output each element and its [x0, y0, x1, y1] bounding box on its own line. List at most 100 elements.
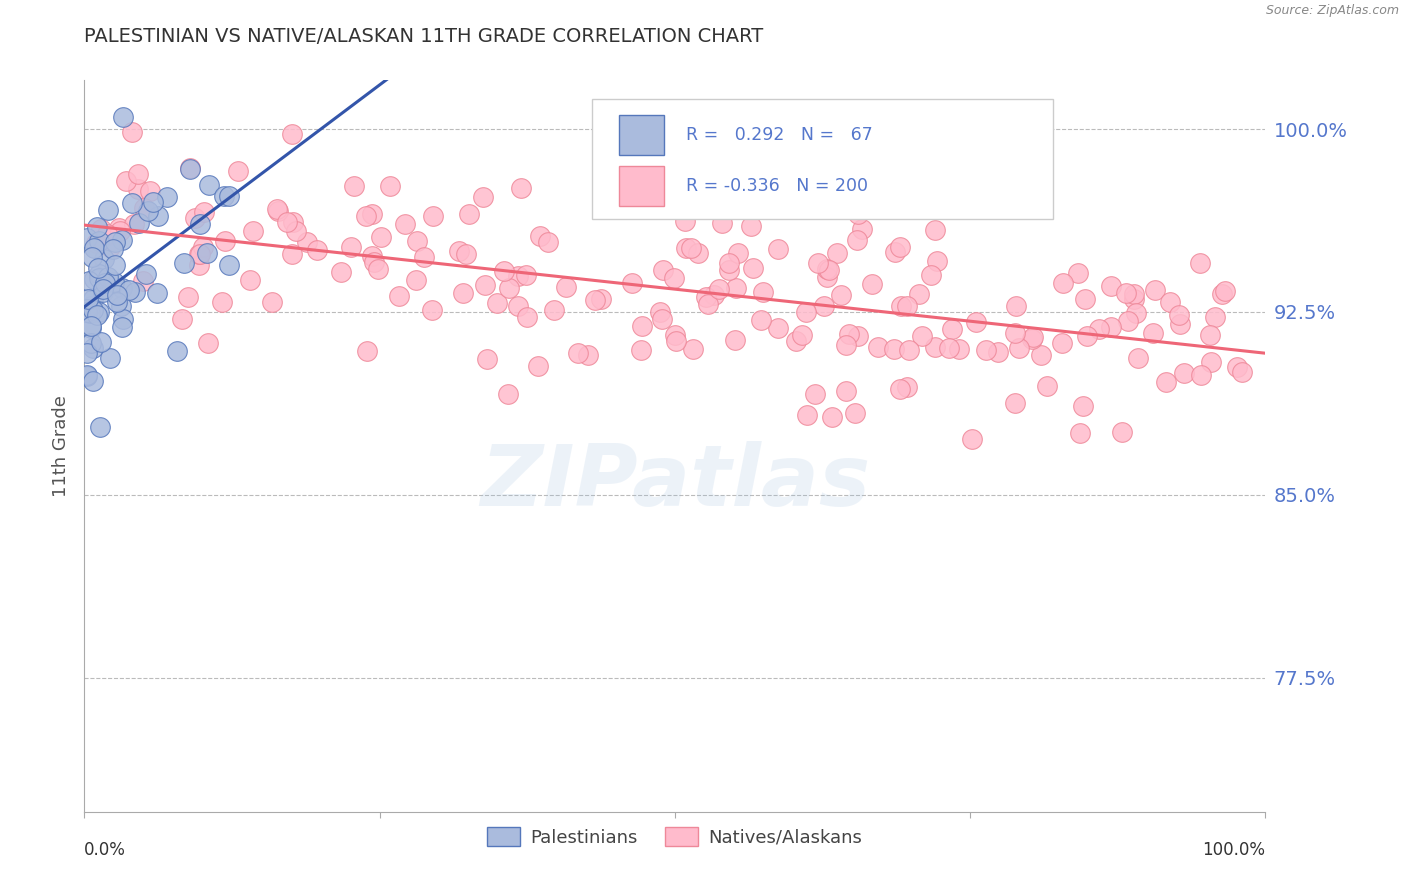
Point — [111, 311, 134, 326]
Point — [846, 207, 869, 221]
Point — [173, 256, 195, 270]
Point — [197, 178, 219, 192]
Point — [267, 204, 290, 219]
Point — [1199, 327, 1222, 342]
Point — [1123, 293, 1146, 307]
Point — [589, 292, 612, 306]
Point — [121, 195, 143, 210]
Point — [1074, 292, 1097, 306]
Point — [89, 235, 111, 249]
Point — [212, 189, 235, 203]
Point — [1115, 286, 1137, 301]
Point — [187, 258, 209, 272]
Point — [1099, 319, 1122, 334]
Point — [420, 302, 443, 317]
Point — [883, 342, 905, 356]
Point — [664, 327, 686, 342]
Point — [986, 345, 1008, 359]
Point — [457, 207, 479, 221]
Point — [664, 334, 686, 348]
Point — [82, 341, 104, 355]
Point — [1111, 425, 1133, 439]
Point — [620, 276, 643, 290]
Point — [108, 224, 131, 238]
Text: R = -0.336   N = 200: R = -0.336 N = 200 — [686, 178, 868, 195]
Point — [815, 262, 838, 277]
Point — [79, 318, 101, 333]
Point — [508, 299, 530, 313]
Point — [394, 217, 416, 231]
Point — [1071, 399, 1094, 413]
Text: 100.0%: 100.0% — [1202, 841, 1265, 859]
Point — [98, 240, 121, 254]
Point — [555, 280, 578, 294]
Point — [727, 246, 749, 260]
Point — [472, 190, 495, 204]
Point — [835, 338, 858, 352]
Point — [262, 294, 284, 309]
Point — [815, 270, 838, 285]
Point — [356, 344, 378, 359]
Point — [156, 190, 179, 204]
Point — [91, 282, 114, 296]
Point — [422, 209, 444, 223]
Point — [725, 281, 748, 295]
Point — [105, 294, 128, 309]
Point — [813, 299, 835, 313]
Point — [1052, 276, 1074, 290]
Point — [124, 285, 146, 300]
Point — [118, 283, 141, 297]
Point — [543, 303, 565, 318]
Point — [90, 222, 112, 236]
Point — [896, 380, 918, 394]
Point — [188, 247, 211, 261]
Point — [702, 287, 724, 301]
Point — [536, 235, 558, 249]
Point — [197, 335, 219, 350]
Legend: Palestinians, Natives/Alaskans: Palestinians, Natives/Alaskans — [481, 820, 869, 854]
Point — [77, 292, 100, 306]
Point — [132, 201, 155, 215]
Point — [1154, 375, 1177, 389]
Point — [631, 318, 654, 333]
Point — [1122, 286, 1144, 301]
Point — [1188, 255, 1211, 269]
Point — [475, 352, 498, 367]
Point — [76, 368, 98, 383]
Point — [576, 348, 599, 362]
Point — [818, 262, 841, 277]
Point — [146, 285, 169, 300]
Point — [112, 110, 135, 124]
Point — [860, 277, 883, 292]
FancyBboxPatch shape — [592, 99, 1053, 219]
Point — [104, 258, 127, 272]
Point — [1189, 368, 1212, 383]
Point — [343, 179, 366, 194]
Point — [474, 278, 496, 293]
Point — [166, 344, 188, 359]
Point — [790, 328, 813, 343]
Point — [1004, 395, 1026, 409]
Point — [76, 368, 98, 383]
Point — [1036, 378, 1059, 392]
Point — [363, 255, 385, 269]
Point — [86, 220, 108, 235]
Point — [1008, 341, 1031, 355]
Point — [717, 262, 740, 277]
Point — [648, 305, 671, 319]
Point — [1021, 333, 1043, 347]
Point — [529, 228, 551, 243]
Point — [651, 311, 673, 326]
Point — [830, 194, 852, 209]
Point — [1143, 283, 1166, 297]
Point — [82, 292, 104, 306]
Point — [142, 195, 165, 210]
Point — [516, 310, 538, 325]
Point — [218, 188, 240, 202]
Point — [1226, 360, 1249, 375]
Point — [97, 270, 120, 285]
Point — [675, 242, 697, 256]
Point — [1199, 355, 1222, 369]
Point — [884, 245, 907, 260]
Point — [897, 343, 920, 358]
